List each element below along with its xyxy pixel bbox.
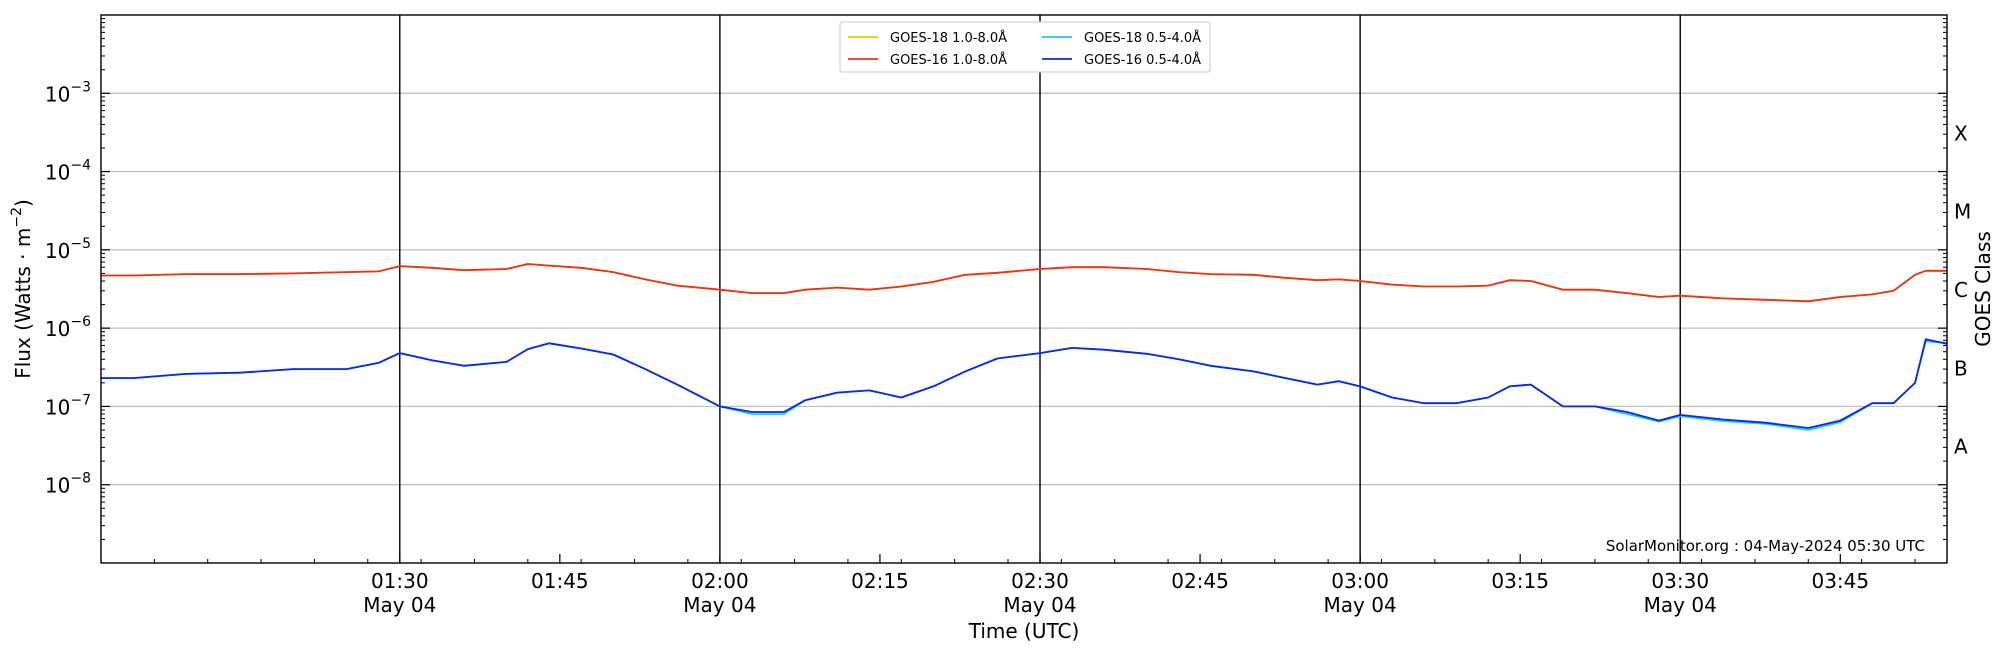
x-tick-label: 03:45: [1811, 569, 1869, 593]
series-line-4: [101, 338, 1948, 429]
legend-label: GOES-18 1.0-8.0Å: [890, 30, 1007, 46]
x-tick-label: 02:45: [1171, 569, 1229, 593]
y-tick-label-exponent: −3: [70, 79, 91, 95]
y-tick-label: 10−7: [45, 392, 91, 419]
y-tick-label-base: 10: [45, 82, 70, 106]
legend: GOES-18 1.0-8.0Å GOES-16 1.0-8.0Å GOES-18 …: [839, 21, 1211, 73]
goes-class-label: C: [1954, 278, 1968, 302]
legend-box: [839, 21, 1211, 73]
y-axis-title-main: Flux (Watts · m: [11, 228, 35, 379]
legend-label: GOES-16 1.0-8.0Å: [890, 52, 1007, 68]
x-tick-date-label: May 04: [1003, 593, 1076, 617]
y-tick-label: 10−5: [45, 236, 91, 263]
series-layer: [101, 263, 1948, 431]
y-tick-label: 10−3: [45, 79, 91, 106]
y-tick-label-exponent: −8: [70, 471, 91, 487]
x-tick-label: 02:15: [851, 569, 909, 593]
x-axis-title: Time (UTC): [968, 619, 1080, 643]
y-tick-label-exponent: −7: [70, 392, 91, 408]
y-tick-label-base: 10: [45, 474, 70, 498]
tick-layer: [100, 18, 1947, 563]
y-tick-label-base: 10: [45, 161, 70, 185]
series-line-2: [101, 263, 1947, 303]
x-tick-date-label: May 04: [363, 593, 436, 617]
y-axis-title-close: ): [11, 199, 35, 207]
x-tick-label: 02:00: [691, 569, 749, 593]
x-tick-label: 01:45: [531, 569, 589, 593]
goes-class-label: B: [1954, 356, 1968, 380]
x-tick-label: 03:15: [1491, 569, 1549, 593]
x-tick-label: 01:30: [371, 569, 429, 593]
source-annotation: SolarMonitor.org : 04-May-2024 05:30 UTC: [1606, 537, 1925, 555]
x-tick-date-label: May 04: [683, 593, 756, 617]
y-axis-title-exponent: −2: [9, 207, 25, 228]
x-tick-label: 03:30: [1651, 569, 1709, 593]
legend-label: GOES-18 0.5-4.0Å: [1084, 30, 1201, 46]
goes-class-label: A: [1954, 435, 1968, 459]
x-tick-label: 03:00: [1331, 569, 1389, 593]
x-tick-date-label: May 04: [1644, 593, 1717, 617]
legend-items: GOES-18 1.0-8.0Å GOES-16 1.0-8.0Å GOES-18 …: [848, 30, 1201, 68]
x-tick-date-label: May 04: [1324, 593, 1397, 617]
y-tick-label: 10−6: [45, 314, 91, 341]
x-tick-label: 02:30: [1011, 569, 1069, 593]
y-axis-title: Flux (Watts · m−2): [9, 199, 35, 379]
goes-class-axis-title: GOES Class: [1971, 231, 1995, 347]
legend-label: GOES-16 0.5-4.0Å: [1084, 52, 1201, 68]
plot-frame: [100, 14, 1948, 564]
y-tick-label-exponent: −5: [70, 236, 91, 252]
goes-class-label: X: [1954, 121, 1968, 145]
y-tick-label-exponent: −4: [70, 158, 91, 174]
y-tick-label: 10−4: [45, 158, 91, 185]
y-tick-label-base: 10: [45, 317, 70, 341]
grid-layer: [101, 92, 1947, 486]
goes-class-label: M: [1954, 200, 1971, 224]
y-tick-label-base: 10: [45, 395, 70, 419]
y-tick-label-base: 10: [45, 239, 70, 263]
vertical-date-lines: [399, 15, 1681, 563]
y-tick-label: 10−8: [45, 471, 91, 498]
y-tick-label-exponent: −6: [70, 314, 91, 330]
